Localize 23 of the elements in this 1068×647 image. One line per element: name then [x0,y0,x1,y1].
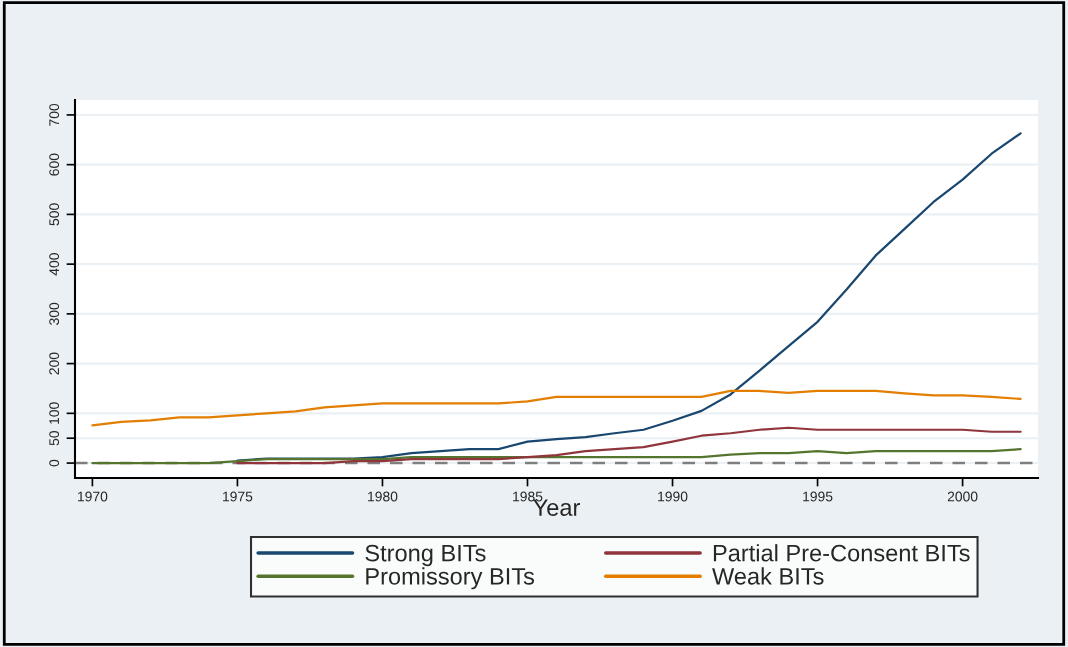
x-tick-label: 2000 [947,491,978,502]
y-tick-label: 50 [49,431,60,446]
y-tick-label: 500 [49,203,60,226]
line-series [91,389,1022,427]
legend-label: Promissory BITs [366,567,535,590]
line-series [91,448,1022,465]
x-tick-label: 1980 [368,491,398,502]
line-series [236,132,1022,462]
y-tick-label: 300 [49,302,60,325]
x-tick-label: 1975 [223,491,253,502]
x-tick-label: 1995 [803,491,833,502]
y-tick-label: 200 [49,352,60,375]
y-tick-label: 700 [49,103,60,126]
line-series [236,426,1022,465]
legend-label: Strong BITs [365,544,486,567]
legend-label: Partial Pre-Consent BITs [713,544,970,562]
y-tick-label: 400 [49,253,60,276]
y-tick-label: 100 [49,402,60,424]
y-tick-label: 0 [49,459,60,467]
x-tick-label: 1970 [78,491,108,502]
x-tick-label: 1990 [658,491,688,502]
y-tick-label: 600 [49,153,60,176]
legend-label: Weak BITs [712,567,824,585]
